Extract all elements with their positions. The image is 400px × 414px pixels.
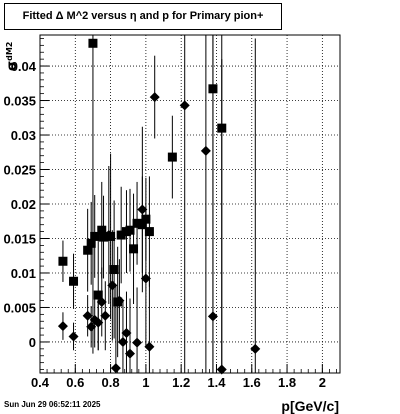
data-point-diamond [125, 348, 135, 359]
x-tick-label: 1 [142, 375, 149, 390]
data-point-diamond [216, 364, 227, 375]
data-point-diamond [103, 230, 114, 241]
data-point-square [132, 218, 142, 228]
x-tick-label: 1.2 [172, 375, 190, 390]
data-point-square [97, 225, 107, 235]
x-tick-label: 0.4 [31, 375, 50, 390]
data-point-diamond [250, 343, 261, 354]
data-point-diamond [107, 280, 118, 291]
data-point-square [93, 290, 103, 300]
data-point-diamond [207, 311, 218, 322]
data-point-diamond [117, 336, 128, 347]
data-point-square [137, 220, 147, 230]
data-point-diamond [140, 273, 151, 284]
data-point-square [129, 244, 139, 254]
data-point-square [217, 123, 227, 133]
y-tick-label: 0.025 [3, 163, 36, 178]
data-point-square [167, 152, 177, 162]
data-point-square [208, 84, 218, 94]
y-axis-label: σdM2 [5, 42, 20, 71]
grid-layer [39, 35, 340, 373]
data-point-diamond [96, 296, 107, 307]
data-point-square [90, 231, 100, 241]
data-point-square [69, 276, 79, 286]
data-point-square [99, 232, 109, 242]
data-point-diamond [100, 310, 111, 321]
axis-layer: 0.4 0.6 0.8 1 1.2 1.4 1.6 1.8 2 0 0.005 0.01 0.015 0.… [3, 38, 337, 390]
y-tick-label: 0.035 [3, 94, 36, 109]
data-point-square [141, 214, 151, 224]
data-point-diamond [149, 92, 160, 103]
data-point-diamond [144, 341, 155, 352]
y-tick-label: 0.04 [11, 59, 37, 74]
data-point-diamond [132, 337, 143, 348]
x-tick-label: 1.6 [243, 375, 261, 390]
x-tick-label: 2 [319, 375, 326, 390]
x-axis-label: p[GeV/c] [281, 398, 339, 414]
data-point-diamond [110, 363, 121, 374]
chart-title: Fitted Δ M^2 versus η and p for Primary … [4, 3, 282, 30]
timestamp: Sun Jun 29 06:52:11 2025 [4, 400, 101, 409]
data-point-square [144, 227, 154, 237]
data-point-square [58, 256, 68, 266]
x-tick-label: 0.8 [102, 375, 120, 390]
data-point-square [109, 265, 119, 275]
data-point-diamond [179, 100, 190, 111]
x-tick-label: 1.8 [278, 375, 296, 390]
x-tick-label: 1.4 [207, 375, 226, 390]
y-tick-label: 0.01 [11, 266, 36, 281]
x-tick-label: 0.6 [66, 375, 84, 390]
data-point-diamond [86, 321, 97, 332]
data-point-diamond [137, 204, 148, 215]
y-tick-label: 0.015 [3, 231, 36, 246]
data-point-square [88, 38, 98, 48]
data-point-diamond [200, 145, 211, 156]
data-point-diamond [68, 331, 79, 342]
y-tick-label: 0.03 [11, 128, 36, 143]
data-point-square [125, 225, 135, 235]
data-point-square [116, 230, 126, 240]
data-point-diamond [121, 327, 132, 338]
data-point-diamond [114, 295, 125, 306]
data-point-diamond [93, 317, 104, 328]
data-point-square [86, 238, 96, 248]
data-point-diamond [82, 310, 93, 321]
y-tick-label: 0.005 [3, 300, 36, 315]
y-tick-label: 0.02 [11, 197, 36, 212]
marker-layer [57, 38, 261, 375]
data-point-diamond [57, 321, 68, 332]
y-tick-label: 0 [29, 335, 36, 350]
data-point-square [83, 245, 93, 255]
